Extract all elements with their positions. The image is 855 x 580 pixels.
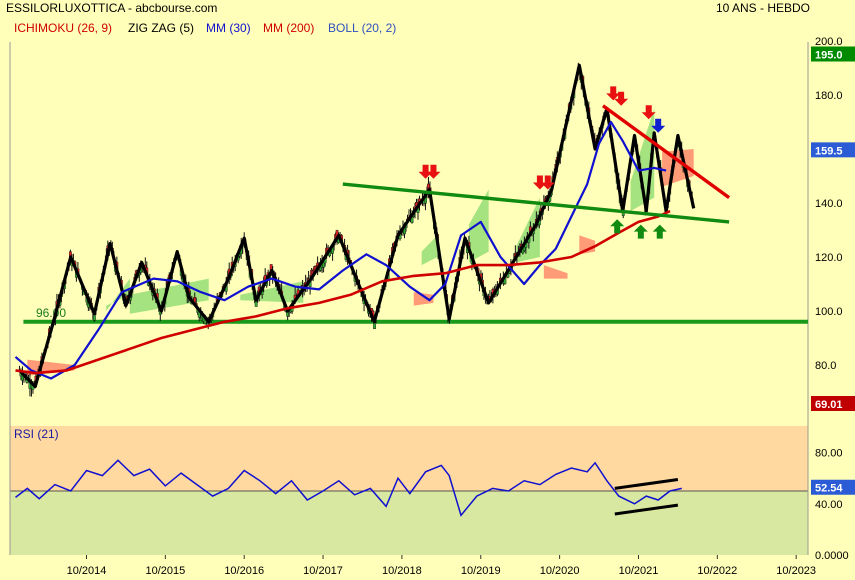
- cloud-bearish: [543, 265, 568, 279]
- buy-arrow: [633, 224, 648, 239]
- x-tick-label: 10/2015: [145, 565, 185, 577]
- price-tick-label: 140.0: [815, 198, 843, 210]
- price-tick-label: 180.0: [815, 90, 843, 102]
- legend-zigzag: ZIG ZAG (5): [128, 21, 194, 35]
- sell-arrow: [614, 91, 629, 106]
- sell-arrow: [606, 86, 621, 101]
- x-tick-label: 10/2019: [461, 565, 501, 577]
- rsi-line-channel-top: [614, 478, 679, 490]
- rsi-tick-label: 80.00: [815, 448, 843, 460]
- support-label: 96.00: [36, 306, 66, 320]
- series-line-mm-30-: [14, 120, 667, 380]
- price-tick-label: 120.0: [815, 252, 843, 264]
- sell-arrow: [641, 105, 656, 120]
- rsi-bands: [10, 426, 808, 555]
- series-line-zig-zag-5-: [18, 63, 696, 389]
- x-tick-label: 10/2014: [67, 565, 107, 577]
- rsi-oversold-band: [10, 491, 808, 555]
- series-line-trendline: [342, 182, 730, 224]
- x-tick-label: 10/2020: [540, 565, 580, 577]
- axes: 200.0180.0160.0140.0120.0100.080.080.004…: [67, 36, 855, 577]
- x-tick-label: 10/2023: [776, 565, 816, 577]
- series-lines: [14, 63, 731, 517]
- chart-period: 10 ANS - HEBDO: [716, 1, 810, 15]
- rsi-tick-label: 0.0000: [815, 550, 849, 562]
- x-tick-label: 10/2017: [303, 565, 343, 577]
- cloud-bullish: [106, 278, 130, 311]
- sell-arrow: [426, 164, 441, 179]
- cloud-bearish: [413, 292, 434, 306]
- badge-low: 69.01: [815, 399, 843, 411]
- badge-last-bg: [811, 142, 855, 158]
- badge-rsi-bg: [811, 479, 855, 495]
- series-line-resistance: [601, 104, 731, 199]
- rsi-overbought-band: [10, 426, 808, 491]
- chart-title: ESSILORLUXOTTICA - abcbourse.com: [6, 1, 217, 15]
- buy-arrow: [652, 224, 667, 239]
- badge-high: 195.0: [815, 50, 843, 62]
- price-tick-label: 80.0: [815, 360, 836, 372]
- sell-arrow: [532, 175, 547, 190]
- x-tick-label: 10/2018: [382, 565, 422, 577]
- legend-mm30: MM (30): [206, 21, 251, 35]
- legend-ichimoku: ICHIMOKU (26, 9): [14, 21, 112, 35]
- price-tick-label: 100.0: [815, 306, 843, 318]
- signal-arrows: [418, 86, 667, 239]
- badge-rsi: 52.54: [815, 483, 843, 495]
- x-tick-label: 10/2022: [697, 565, 737, 577]
- sell-arrow: [418, 164, 433, 179]
- badge-last: 159.5: [815, 145, 843, 157]
- sell-arrow-blue: [651, 118, 666, 133]
- badge-high-bg: [811, 46, 855, 62]
- cloud-bullish: [421, 235, 438, 266]
- rsi-tick-label: 40.00: [815, 499, 843, 511]
- grid: 96.00: [9, 42, 809, 555]
- legend-boll: BOLL (20, 2): [328, 21, 396, 35]
- rsi-title: RSI (21): [14, 427, 59, 441]
- cloud-bullish: [468, 189, 489, 263]
- price-tick-label: 200.0: [815, 36, 843, 48]
- rsi-line-rsi-21-: [15, 459, 682, 517]
- legend-mm200: MM (200): [263, 21, 314, 35]
- cloud-bearish: [579, 235, 596, 255]
- sell-arrow: [540, 175, 555, 190]
- x-tick-label: 10/2016: [224, 565, 264, 577]
- series-line-mm-200-: [15, 209, 671, 375]
- rsi-line-channel-bottom: [614, 503, 679, 516]
- buy-arrow: [610, 219, 625, 234]
- badge-low-bg: [811, 396, 855, 411]
- x-tick-label: 10/2021: [619, 565, 659, 577]
